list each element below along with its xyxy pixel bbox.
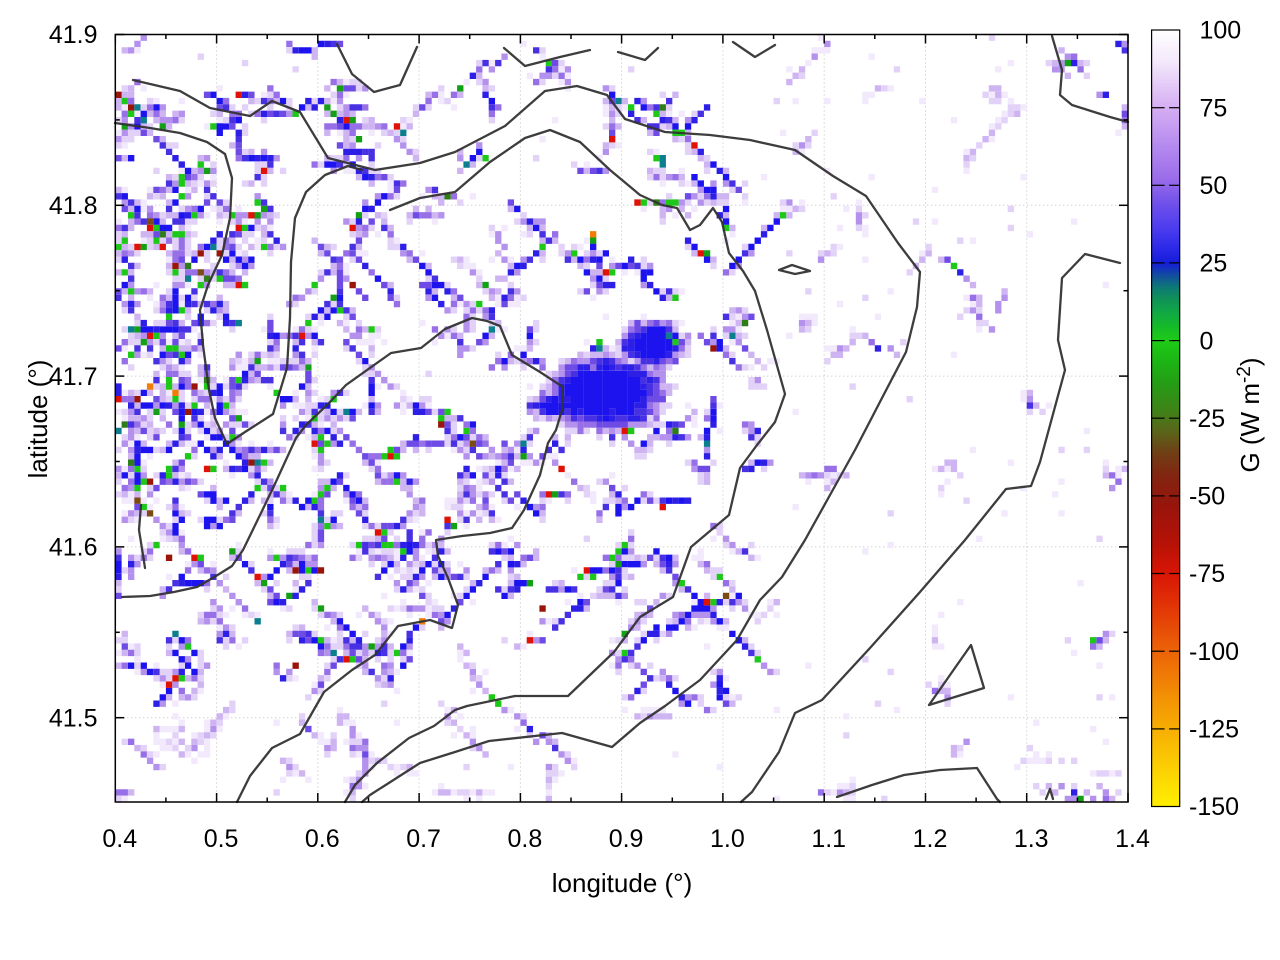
svg-text:-25: -25 — [1189, 405, 1225, 433]
svg-text:41.8: 41.8 — [49, 192, 98, 220]
svg-text:-75: -75 — [1189, 560, 1225, 588]
svg-text:1.0: 1.0 — [710, 825, 745, 853]
svg-text:-50: -50 — [1189, 483, 1225, 511]
svg-text:0.4: 0.4 — [102, 825, 137, 853]
svg-text:41.5: 41.5 — [49, 704, 98, 732]
svg-text:41.9: 41.9 — [49, 21, 98, 49]
svg-text:0: 0 — [1200, 327, 1214, 355]
svg-text:100: 100 — [1200, 17, 1242, 45]
svg-text:0.8: 0.8 — [508, 825, 543, 853]
svg-text:1.1: 1.1 — [811, 825, 846, 853]
svg-text:1.2: 1.2 — [913, 825, 948, 853]
svg-text:50: 50 — [1200, 172, 1228, 200]
svg-text:0.7: 0.7 — [406, 825, 441, 853]
svg-text:0.9: 0.9 — [609, 825, 644, 853]
svg-text:longitude (°): longitude (°) — [552, 868, 692, 898]
svg-text:75: 75 — [1200, 94, 1228, 122]
svg-text:0.5: 0.5 — [204, 825, 239, 853]
svg-text:-150: -150 — [1189, 793, 1239, 821]
svg-text:41.6: 41.6 — [49, 534, 98, 562]
svg-text:-125: -125 — [1189, 716, 1239, 744]
svg-text:0.6: 0.6 — [305, 825, 340, 853]
svg-text:-100: -100 — [1189, 638, 1239, 666]
svg-text:1.4: 1.4 — [1115, 825, 1150, 853]
svg-text:1.3: 1.3 — [1014, 825, 1049, 853]
svg-text:41.7: 41.7 — [49, 363, 98, 391]
svg-text:25: 25 — [1200, 250, 1228, 278]
svg-text:latitude (°): latitude (°) — [23, 360, 53, 479]
